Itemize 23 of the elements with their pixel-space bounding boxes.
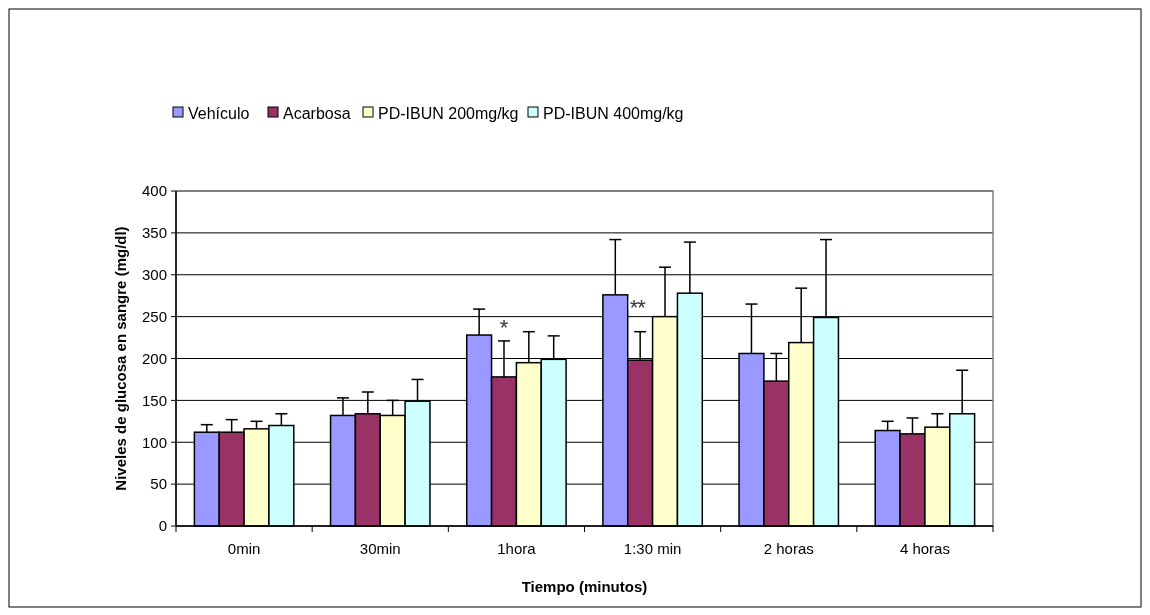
x-tick-label: 30min [359, 540, 401, 557]
annotation: * [499, 314, 509, 340]
y-tick-label: 300 [141, 266, 167, 283]
y-tick-label: 200 [141, 349, 167, 367]
y-tick-label: 0 [158, 517, 167, 535]
x-tick-label: 1hora [497, 540, 537, 557]
annotation: ** [629, 294, 647, 320]
legend-label: Vehículo [188, 104, 250, 122]
y-tick-label: 100 [141, 433, 167, 451]
y-axis-title: Niveles de glucosa en sangre (mg/dl) [112, 226, 129, 491]
x-axis-title: Tiempo (minutos) [521, 578, 648, 595]
x-tick-label: 4 horas [899, 540, 950, 557]
x-tick-label: 0min [227, 540, 261, 557]
x-tick-label: 2 horas [763, 540, 814, 557]
y-tick-label: 150 [141, 391, 167, 409]
y-tick-label: 400 [141, 182, 167, 200]
x-tick-label: 1:30 min [623, 540, 682, 557]
legend-label: Acarbosa [283, 104, 351, 122]
legend-label: PD-IBUN 200mg/kg [378, 104, 519, 122]
y-tick-label: 350 [141, 224, 167, 242]
y-tick-label: 50 [150, 475, 167, 493]
legend-label: PD-IBUN 400mg/kg [543, 104, 684, 122]
y-tick-label: 250 [141, 307, 167, 325]
